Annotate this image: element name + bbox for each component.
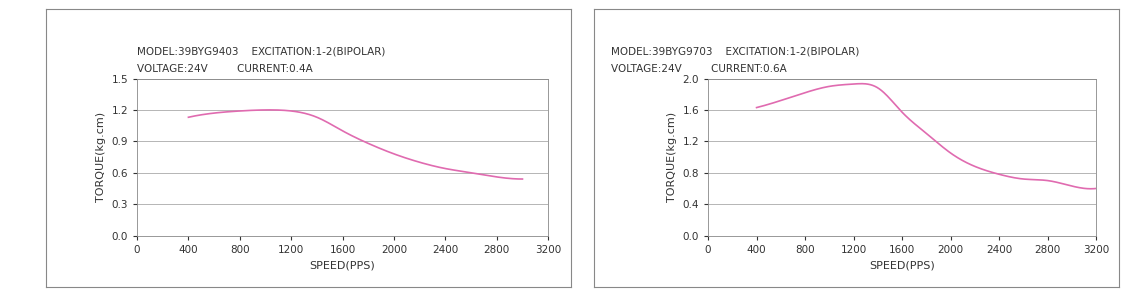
Text: VOLTAGE:24V         CURRENT:0.6A: VOLTAGE:24V CURRENT:0.6A <box>611 65 787 75</box>
Y-axis label: TORQUE(kg.cm): TORQUE(kg.cm) <box>667 112 677 202</box>
Y-axis label: TORQUE(kg.cm): TORQUE(kg.cm) <box>96 112 106 202</box>
Text: MODEL:39BYG9403    EXCITATION:1-2(BIPOLAR): MODEL:39BYG9403 EXCITATION:1-2(BIPOLAR) <box>137 47 385 56</box>
Text: MODEL:39BYG9703    EXCITATION:1-2(BIPOLAR): MODEL:39BYG9703 EXCITATION:1-2(BIPOLAR) <box>611 47 859 56</box>
X-axis label: SPEED(PPS): SPEED(PPS) <box>309 260 376 270</box>
X-axis label: SPEED(PPS): SPEED(PPS) <box>869 260 935 270</box>
Text: VOLTAGE:24V         CURRENT:0.4A: VOLTAGE:24V CURRENT:0.4A <box>137 65 313 75</box>
